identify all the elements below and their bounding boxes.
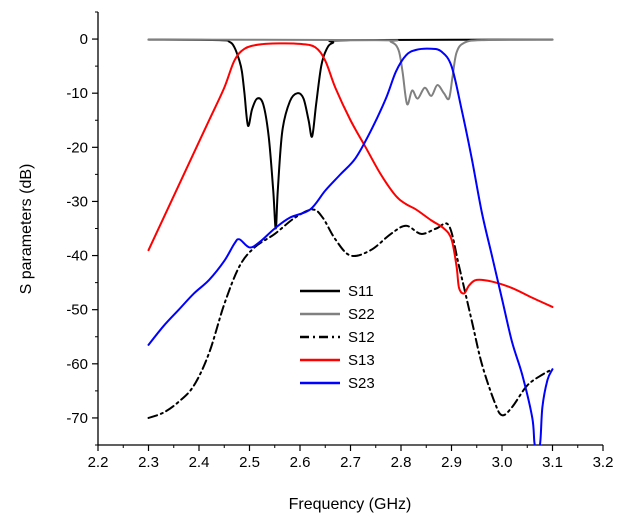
y-tick-labels: 0 -10 -20 -30 -40 -50 -60 -70 [66, 31, 88, 427]
y-tick-label: -30 [66, 193, 88, 210]
y-tick-label: -50 [66, 302, 88, 319]
x-tick-label: 2.6 [290, 454, 311, 471]
x-tick-label: 2.8 [391, 454, 412, 471]
y-tick-label: -70 [66, 410, 88, 427]
x-tick-label: 2.9 [441, 454, 462, 471]
legend-label-s11: S11 [348, 283, 374, 300]
x-tick-label: 2.7 [340, 454, 361, 471]
x-tick-label: 2.4 [189, 454, 210, 471]
x-tick-label: 2.3 [138, 454, 159, 471]
y-tick-label: -20 [66, 139, 88, 156]
x-tick-label: 3.0 [492, 454, 513, 471]
legend: S11 S22 S12 S13 S23 [300, 283, 375, 392]
axis-ticks [92, 11, 604, 451]
y-axis-title: S parameters (dB) [18, 164, 35, 295]
x-tick-label: 3.1 [542, 454, 563, 471]
series-line-s22 [147, 38, 554, 106]
x-tick-label: 2.5 [239, 454, 260, 471]
series-line-s12 [147, 208, 554, 419]
y-tick-label: -60 [66, 356, 88, 373]
x-tick-labels: 2.2 2.3 2.4 2.5 2.6 2.7 2.8 2.9 3.0 3.1 3.2 [88, 454, 614, 471]
legend-label-s12: S12 [348, 329, 375, 346]
y-tick-label: -10 [66, 85, 88, 102]
y-tick-label: 0 [80, 31, 88, 48]
legend-label-s22: S22 [348, 306, 375, 323]
x-tick-label: 2.2 [88, 454, 109, 471]
x-axis-title: Frequency (GHz) [289, 496, 412, 513]
legend-label-s13: S13 [348, 352, 375, 369]
series-line-s23 [147, 47, 554, 445]
series-line-s13 [147, 42, 554, 308]
legend-label-s23: S23 [348, 375, 375, 392]
series-line-s11 [147, 38, 554, 230]
y-tick-label: -40 [66, 248, 88, 265]
x-tick-label: 3.2 [593, 454, 614, 471]
series-layer [147, 38, 554, 445]
